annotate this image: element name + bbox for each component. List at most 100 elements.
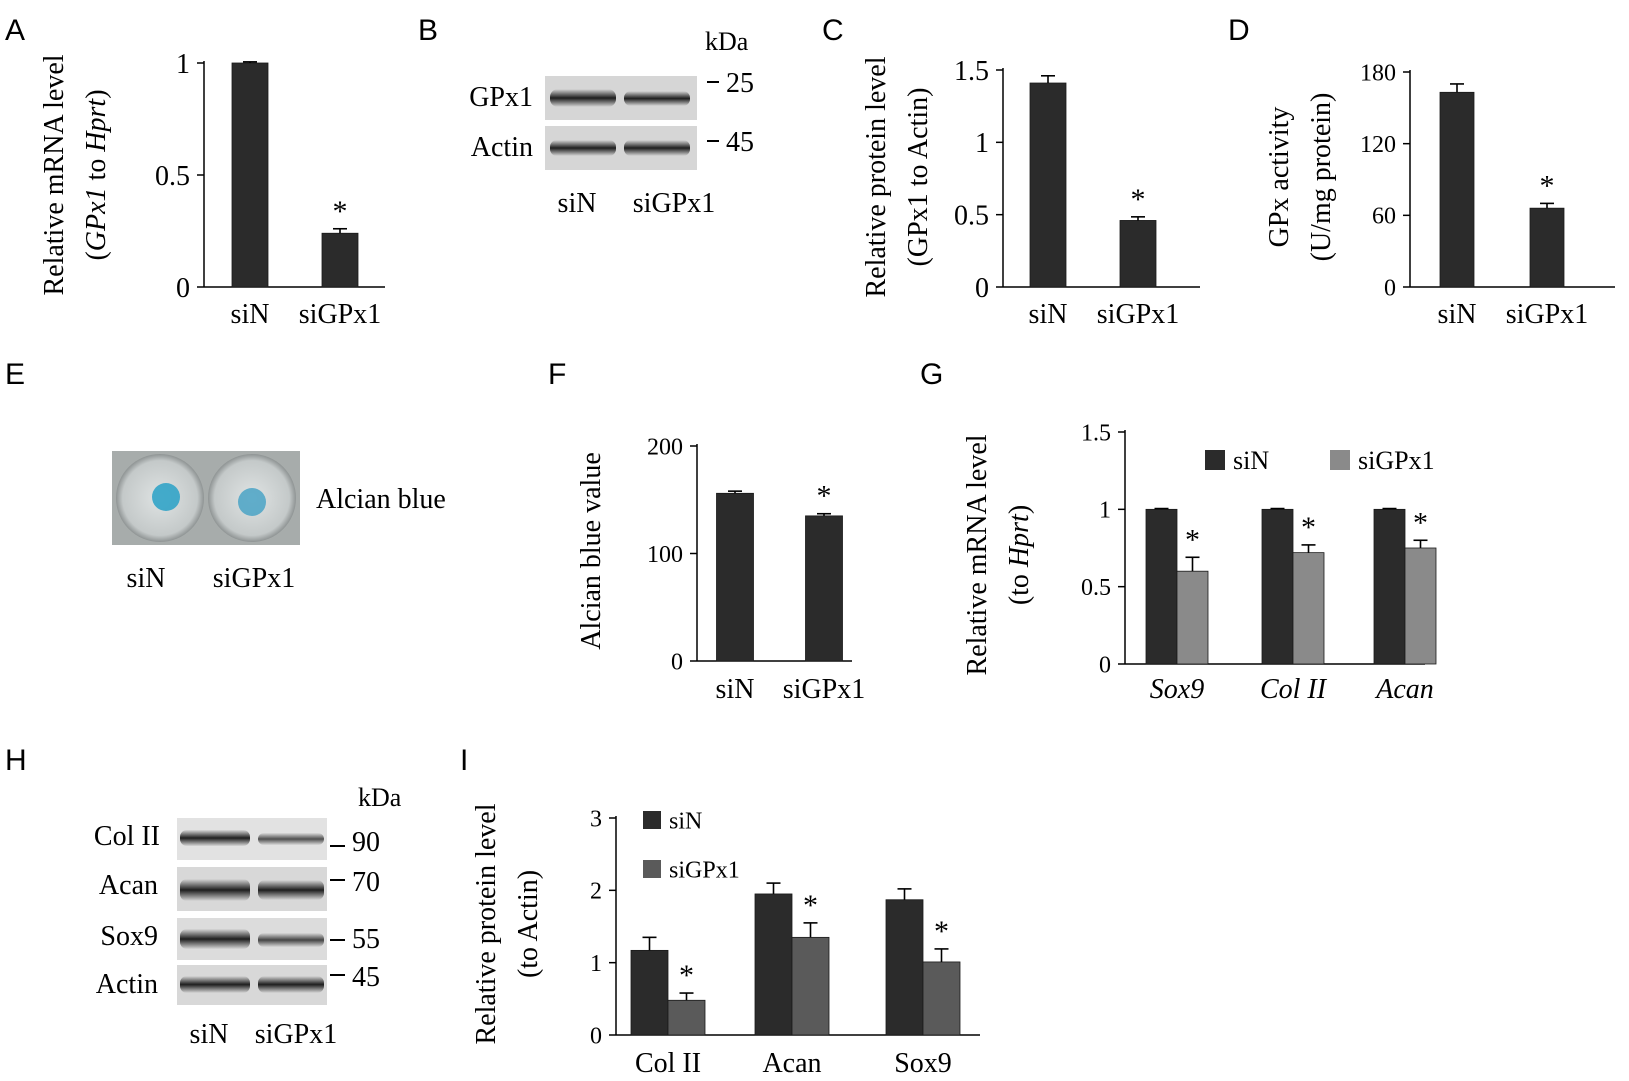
chart-a-category-label: siGPx1 [299, 299, 381, 330]
chart-i-bar [885, 899, 924, 1036]
blot-h-kda-label: kDa [358, 783, 402, 812]
chart-g-y-tick-label: 1.5 [1081, 420, 1111, 446]
chart-c-category-label: siGPx1 [1097, 299, 1179, 330]
blot-b-band-actin-sin [550, 140, 616, 156]
blot-b-lane-sigpx1: siGPx1 [633, 188, 715, 219]
chart-a-bar [321, 232, 359, 288]
panel-letter-i: I [460, 744, 468, 777]
blot-h-band-acan-sin [180, 879, 250, 901]
chart-g-significance-star: * [1301, 511, 1316, 544]
chart-g-y-axis-label-line2: (to Hprt) [1004, 505, 1035, 605]
panel-letter-h: H [5, 744, 27, 777]
chart-g-legend-label: siGPx1 [1358, 446, 1435, 475]
chart-g-bar [1176, 570, 1209, 665]
chart-g-category-label: Sox9 [1150, 674, 1204, 705]
chart-g-legend-label: siN [1233, 446, 1269, 475]
panel-letter-b: B [418, 14, 438, 47]
chart-g-significance-star: * [1185, 523, 1200, 556]
chart-d-y-tick-label: 180 [1360, 60, 1396, 86]
chart-c-y-tick-label: 1.5 [954, 56, 989, 87]
chart-i-legend-swatch [643, 811, 661, 829]
chart-f-y-axis-label: Alcian blue value [576, 452, 607, 649]
stain-spot-sin [152, 483, 180, 511]
chart-d-category-label: siN [1438, 299, 1477, 330]
chart-g-legend-swatch [1205, 450, 1225, 470]
chart-d-category-label: siGPx1 [1506, 299, 1588, 330]
chart-d-y-tick-label: 120 [1360, 132, 1396, 158]
chart-g-y-tick-label: 0 [1099, 652, 1111, 678]
chart-a-category-label: siN [231, 299, 270, 330]
blot-b-label-actin: Actin [471, 132, 533, 163]
blot-h-marker-45: 45 [352, 962, 380, 993]
chart-i-bar [630, 949, 669, 1036]
chart-i-legend-swatch [643, 860, 661, 878]
blot-h-lane-sigpx1: siGPx1 [255, 1019, 337, 1050]
chart-a-significance-star: * [333, 195, 348, 228]
blot-h-band-sox9-sigpx1 [258, 933, 324, 947]
chart-g-bar [1145, 508, 1178, 665]
blot-h-band-col2-sigpx1 [258, 833, 324, 845]
chart-a: 0 0.5 1 Relative mRNA level (GPx1 to Hprt) si… [39, 49, 385, 330]
blot-h-marker-55: 55 [352, 924, 380, 955]
chart-a-y-tick-label: 1 [176, 49, 190, 80]
chart-f-bar [805, 515, 843, 662]
chart-g-y-axis-label: Relative mRNA level [962, 434, 993, 675]
chart-d-bar [1529, 207, 1565, 288]
panel-letter-e: E [5, 358, 25, 391]
blot-b-band-gpx1-sigpx1 [624, 91, 690, 106]
chart-d-y-axis-label-line2: (U/mg protein) [1306, 93, 1337, 262]
chart-i: 0 1 2 3 Relative protein level (to Actin) * Col… [471, 803, 980, 1079]
chart-g-category-label: Acan [1374, 674, 1434, 705]
alcian-blue-wells-e: Alcian blue siN siGPx1 [112, 451, 446, 594]
chart-a-y-tick-label: 0 [176, 273, 190, 304]
blot-h-label-actin: Actin [96, 969, 158, 1000]
blot-b-marker-25: 25 [726, 68, 754, 99]
blot-h-lane-sin: siN [190, 1019, 229, 1050]
chart-i-bar [922, 961, 961, 1036]
blot-b-kda-label: kDa [705, 27, 749, 56]
chart-i-y-axis-label: Relative protein level [471, 803, 502, 1044]
chart-c-bar [1029, 82, 1067, 288]
well-lane-sin: siN [127, 563, 166, 594]
panel-letter-a: A [5, 14, 25, 47]
chart-c-y-tick-label: 0.5 [954, 200, 989, 231]
chart-d-y-tick-label: 0 [1384, 275, 1396, 301]
chart-i-legend-label: siN [669, 808, 702, 834]
well-lane-sigpx1: siGPx1 [213, 563, 295, 594]
chart-a-bar [231, 62, 269, 288]
chart-c-y-axis-label: Relative protein level [861, 56, 892, 297]
chart-g-bar [1373, 508, 1406, 665]
chart-i-y-axis-label-line2: (to Actin) [513, 870, 544, 978]
chart-c-bar [1119, 220, 1157, 288]
blot-b-band-actin-sigpx1 [624, 140, 690, 156]
blot-h-label-sox9: Sox9 [100, 921, 158, 952]
chart-g: 0 0.5 1 1.5 Relative mRNA level (to Hprt) * Sox… [962, 420, 1437, 705]
chart-g-significance-star: * [1413, 506, 1428, 539]
chart-f-category-label: siGPx1 [783, 674, 865, 705]
chart-c-significance-star: * [1131, 183, 1146, 216]
chart-c-y-axis-label-line2: (GPx1 to Actin) [903, 88, 934, 267]
alcian-blue-label: Alcian blue [316, 484, 446, 515]
panel-letter-d: D [1228, 14, 1250, 47]
chart-f-y-tick-label: 100 [647, 542, 683, 568]
chart-c-category-label: siN [1029, 299, 1068, 330]
chart-d-bar [1439, 91, 1475, 288]
chart-i-y-tick-label: 3 [590, 806, 602, 832]
blot-b-label-gpx1: GPx1 [469, 82, 533, 113]
chart-f: 0 100 200 Alcian blue value siN * siGPx1 [576, 434, 865, 705]
chart-d-y-tick-label: 60 [1372, 204, 1396, 230]
chart-i-category-label: Acan [762, 1048, 821, 1079]
chart-a-y-tick-label: 0.5 [155, 161, 190, 192]
chart-g-bar [1404, 547, 1437, 665]
chart-d-significance-star: * [1540, 169, 1555, 202]
blot-h-marker-70: 70 [352, 867, 380, 898]
chart-i-bar [754, 893, 793, 1036]
chart-i-legend-label: siGPx1 [669, 857, 740, 883]
western-blot-h: kDa Col II Acan Sox9 Actin 90 70 55 45 s… [94, 783, 402, 1050]
chart-f-y-tick-label: 200 [647, 434, 683, 460]
chart-g-legend-swatch [1330, 450, 1350, 470]
blot-b-lane-sin: siN [558, 188, 597, 219]
chart-a-y-axis-label-line2: (GPx1 to Hprt) [81, 89, 112, 260]
blot-h-band-sox9-sin [180, 929, 250, 949]
chart-g-bar [1292, 552, 1325, 665]
